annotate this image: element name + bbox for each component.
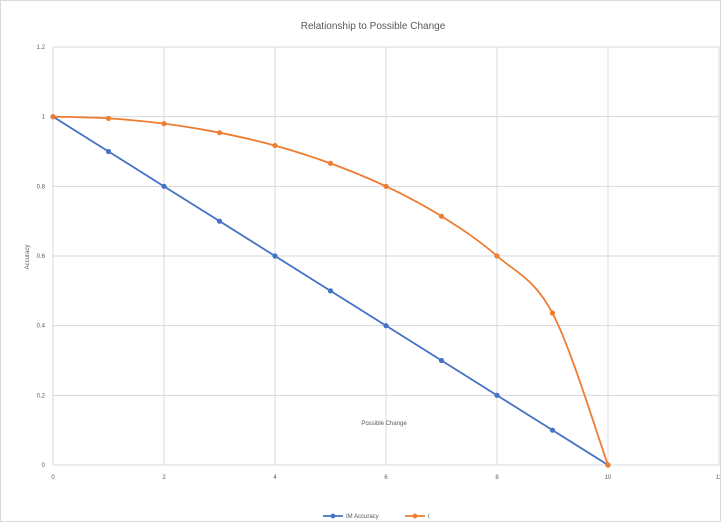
data-point [216,130,223,136]
data-point [438,357,445,364]
x-tick-label: 12 [716,475,720,481]
y-tick-label: 0.4 [37,324,46,330]
x-axis-label: Possible Change [361,421,407,427]
data-point [161,121,167,127]
data-point [383,323,389,329]
data-point [605,462,611,468]
data-point [438,213,445,219]
data-point [105,148,112,155]
y-axis-ticks: 0 0.2 0.4 0.6 0.8 1 1.2 [37,45,46,469]
data-point [549,427,556,433]
y-tick-label: 0 [42,463,46,469]
data-point [105,115,112,122]
y-tick-label: 0.8 [37,184,46,190]
legend: IM Accuracy r [323,513,430,520]
data-point [50,114,56,120]
data-point [327,288,334,294]
legend-item: IM Accuracy [323,513,379,520]
legend-swatch-marker [330,513,336,519]
x-tick-label: 6 [384,475,388,481]
data-point [216,218,223,224]
gridlines [52,46,720,466]
series-1 [50,114,611,468]
x-tick-label: 8 [495,475,499,481]
data-point [494,253,500,259]
series-layer [50,114,611,468]
data-point [272,142,278,149]
data-point [494,392,500,398]
x-tick-label: 2 [162,475,166,481]
legend-swatch-marker [412,513,418,519]
y-axis-label: Accuracy [25,245,31,270]
legend-item: r [405,513,430,520]
series-0 [50,114,611,468]
x-tick-label: 0 [51,475,55,481]
x-tick-label: 4 [273,475,277,481]
legend-label: r [428,514,430,520]
y-tick-label: 0.6 [37,254,46,260]
data-point [161,183,167,189]
y-tick-label: 0.2 [37,393,46,399]
x-axis-ticks: 0 2 4 6 8 10 12 [51,475,720,481]
y-tick-label: 1.2 [37,45,46,51]
data-point [383,183,389,189]
data-point [327,160,334,166]
y-tick-label: 1 [42,115,46,121]
series-line [52,115,609,466]
data-point [272,253,278,259]
chart-title: Relationship to Possible Change [301,21,446,32]
x-tick-label: 10 [605,475,612,481]
data-point [549,310,556,316]
legend-label: IM Accuracy [346,514,379,520]
